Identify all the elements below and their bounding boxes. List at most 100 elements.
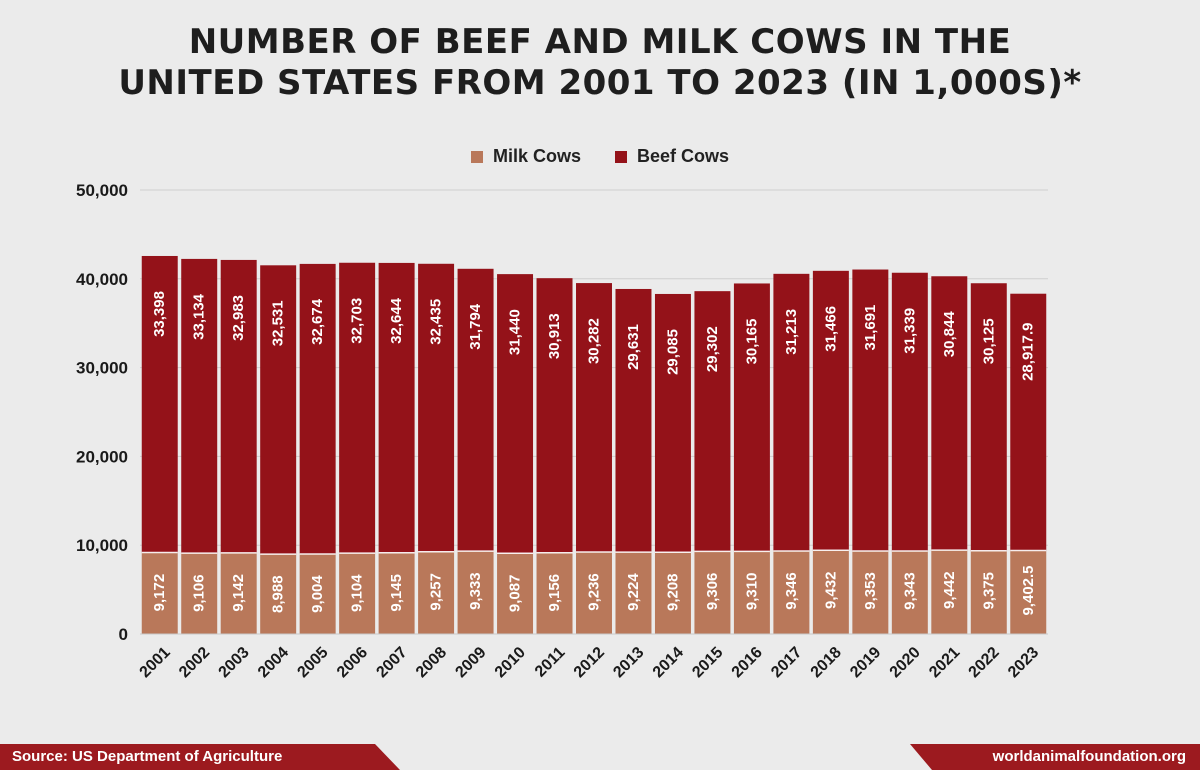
x-tick-label: 2004 (255, 644, 292, 681)
x-tick-label: 2003 (216, 644, 253, 681)
y-tick-label: 40,000 (76, 270, 128, 289)
bar-milk-cows (378, 552, 415, 634)
legend-label-beef-cows: Beef Cows (636, 146, 730, 166)
chart-title-line-1: NUMBER OF BEEF AND MILK COWS IN THE (188, 22, 1012, 62)
bar-beef-cows (576, 283, 612, 552)
site-credit: worldanimalfoundation.org (910, 744, 1200, 770)
data-label-beef-cows: 28,917.9 (1020, 323, 1037, 381)
bar-milk-cows (536, 552, 573, 634)
chart-title: NUMBER OF BEEF AND MILK COWS IN THE UNIT… (0, 22, 1200, 104)
data-label-beef-cows: 30,844 (941, 311, 958, 358)
x-tick-label: 2022 (966, 644, 1003, 681)
bar-milk-cows (812, 550, 849, 634)
bar-beef-cows (931, 276, 968, 551)
bar-beef-cows (457, 268, 494, 552)
data-label-milk-cows: 9,375 (980, 572, 997, 610)
data-label-beef-cows: 32,674 (309, 298, 326, 345)
x-tick-label: 2005 (294, 644, 331, 681)
bar-beef-cows (615, 288, 652, 553)
data-label-beef-cows: 32,435 (428, 299, 445, 345)
y-tick-label: 30,000 (76, 359, 128, 378)
legend-swatch-milk-cows (470, 150, 483, 163)
data-label-milk-cows: 9,306 (704, 573, 721, 611)
source-note: Source: US Department of Agriculture (0, 744, 400, 770)
data-label-milk-cows: 9,432 (822, 571, 839, 609)
x-tick-label: 2012 (571, 644, 608, 681)
data-label-beef-cows: 31,213 (783, 309, 800, 355)
bar-beef-cows (852, 269, 889, 551)
data-label-beef-cows: 32,531 (270, 300, 287, 346)
x-tick-label: 2001 (137, 644, 174, 681)
data-label-milk-cows: 9,346 (783, 572, 800, 610)
bar-beef-cows (497, 274, 534, 554)
data-label-beef-cows: 30,125 (980, 318, 997, 364)
bar-beef-cows (733, 283, 770, 552)
data-label-milk-cows: 9,172 (151, 574, 168, 612)
bar-beef-cows (181, 258, 218, 554)
data-label-milk-cows: 9,145 (388, 574, 405, 612)
x-tick-label: 2015 (689, 644, 726, 681)
bar-milk-cows (654, 552, 691, 634)
bar-beef-cows (812, 270, 849, 551)
bar-beef-cows (141, 255, 178, 553)
data-label-beef-cows: 29,631 (625, 324, 642, 370)
x-tick-label: 2009 (452, 644, 489, 681)
bar-milk-cows (299, 554, 336, 634)
data-label-beef-cows: 32,703 (349, 298, 366, 344)
x-tick-label: 2018 (808, 644, 845, 681)
bar-milk-cows (339, 553, 376, 634)
data-label-beef-cows: 31,794 (467, 303, 484, 350)
data-label-milk-cows: 9,442 (941, 571, 958, 609)
data-label-milk-cows: 9,236 (586, 573, 603, 611)
data-label-milk-cows: 9,004 (309, 575, 326, 613)
bar-milk-cows (497, 553, 534, 634)
data-label-milk-cows: 9,333 (467, 572, 484, 610)
data-label-milk-cows: 9,257 (428, 573, 445, 611)
data-label-beef-cows: 30,165 (743, 319, 760, 365)
bar-beef-cows (891, 272, 928, 552)
data-label-milk-cows: 9,402.5 (1020, 565, 1037, 615)
chart-title-line-2: UNITED STATES FROM 2001 TO 2023 (IN 1,00… (118, 63, 1082, 103)
data-label-milk-cows: 9,208 (664, 573, 681, 611)
data-label-beef-cows: 29,302 (704, 326, 721, 372)
bar-milk-cows (260, 554, 297, 634)
bar-milk-cows (220, 552, 257, 634)
x-tick-label: 2010 (492, 644, 529, 681)
data-label-beef-cows: 30,913 (546, 313, 563, 359)
x-tick-label: 2017 (768, 644, 805, 681)
legend-swatch-beef-cows (614, 150, 627, 163)
data-label-beef-cows: 31,440 (507, 309, 524, 355)
y-tick-label: 50,000 (76, 181, 128, 200)
bar-milk-cows (576, 551, 612, 634)
data-label-milk-cows: 9,343 (901, 572, 918, 610)
x-tick-label: 2016 (729, 644, 766, 681)
bar-milk-cows (615, 552, 652, 634)
x-tick-label: 2006 (334, 644, 371, 681)
x-tick-label: 2023 (1005, 644, 1042, 681)
bar-beef-cows (339, 262, 376, 554)
data-label-beef-cows: 29,085 (664, 329, 681, 375)
bar-beef-cows (260, 265, 297, 555)
data-label-beef-cows: 31,691 (862, 305, 879, 351)
data-label-beef-cows: 33,134 (191, 293, 208, 340)
bar-milk-cows (141, 552, 178, 634)
bar-milk-cows (931, 550, 968, 634)
data-label-milk-cows: 9,224 (625, 573, 642, 611)
bar-beef-cows (694, 291, 731, 552)
data-label-milk-cows: 9,106 (191, 574, 208, 612)
data-label-milk-cows: 9,104 (349, 574, 366, 612)
chart-legend: Milk Cows Beef Cows (0, 146, 1200, 167)
bar-beef-cows (418, 263, 455, 552)
data-label-beef-cows: 31,339 (901, 308, 918, 354)
y-tick-label: 10,000 (76, 536, 128, 555)
data-label-beef-cows: 31,466 (822, 306, 839, 352)
bar-milk-cows (418, 551, 455, 634)
data-label-milk-cows: 9,310 (743, 573, 760, 611)
x-tick-label: 2020 (887, 644, 924, 681)
bar-beef-cows (773, 273, 810, 552)
bar-milk-cows (891, 551, 928, 634)
data-label-milk-cows: 9,353 (862, 572, 879, 610)
y-tick-label: 0 (119, 625, 128, 644)
data-label-milk-cows: 8,988 (270, 575, 287, 613)
